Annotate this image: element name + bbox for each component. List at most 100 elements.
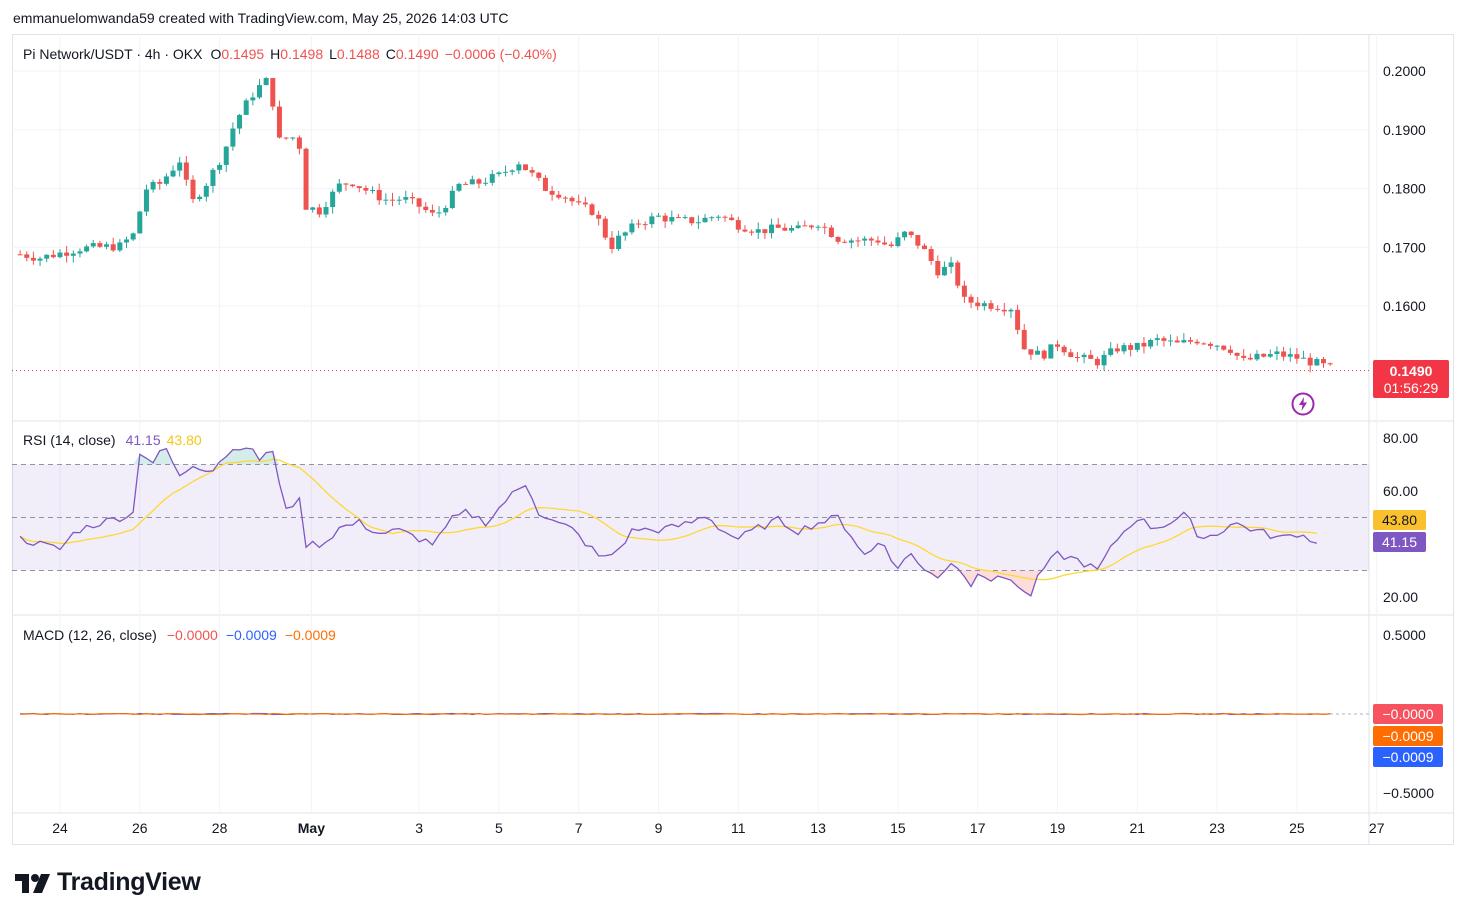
candle-body <box>642 224 648 226</box>
candle <box>130 232 136 242</box>
candle <box>669 210 675 225</box>
candle <box>463 181 469 185</box>
candle-body <box>695 222 701 224</box>
candle <box>1227 345 1233 356</box>
candle <box>1274 346 1280 361</box>
candle <box>729 214 735 221</box>
candle <box>469 175 475 185</box>
candle <box>124 236 129 248</box>
candle <box>682 214 688 220</box>
candle-body <box>1207 343 1213 346</box>
candle <box>589 202 595 216</box>
candle-body <box>955 262 961 286</box>
candle-body <box>1307 357 1313 366</box>
candle-body <box>596 214 602 219</box>
candle <box>104 241 110 250</box>
candle-body <box>1035 350 1041 355</box>
candle-body <box>137 211 143 234</box>
candle-body <box>217 164 223 170</box>
time-tick-label: 9 <box>655 820 663 836</box>
candle <box>1041 349 1047 361</box>
candle-body <box>935 260 941 276</box>
candle <box>769 218 775 239</box>
candle <box>1001 302 1007 316</box>
candle-body <box>556 194 562 198</box>
open-value: 0.1495 <box>221 46 265 62</box>
candle <box>1061 344 1067 356</box>
candle <box>64 245 70 263</box>
candle-body <box>257 85 262 98</box>
candle <box>895 232 901 248</box>
candle-body <box>855 240 861 242</box>
candle-body <box>44 254 50 259</box>
time-tick-label: 24 <box>52 820 68 836</box>
candle-body <box>177 162 183 171</box>
candle <box>343 182 349 191</box>
candle-body <box>576 201 582 203</box>
candle <box>695 215 701 229</box>
candle <box>57 249 63 259</box>
candle <box>363 185 369 195</box>
candle-body <box>1061 346 1067 353</box>
candle <box>370 186 376 194</box>
candle-body <box>702 217 708 223</box>
candle-body <box>1101 354 1107 366</box>
candle <box>237 114 243 135</box>
candle-body <box>888 244 894 247</box>
candle-body <box>237 114 243 129</box>
candle <box>935 255 941 279</box>
candle <box>689 216 695 226</box>
candle <box>882 236 888 246</box>
candle-body <box>463 183 469 185</box>
candle <box>782 223 788 232</box>
candle <box>915 235 921 249</box>
price-tick-label: 0.1800 <box>1383 181 1426 197</box>
candle <box>1314 357 1320 366</box>
macd-title[interactable]: MACD (12, 26, close) <box>23 627 157 643</box>
symbol-label[interactable]: Pi Network/USDT · 4h · OKX <box>23 46 203 62</box>
rsi-tick-label: 20.00 <box>1383 589 1418 605</box>
chart-frame[interactable] <box>12 34 1454 845</box>
candle-body <box>70 253 76 256</box>
candle-body <box>230 128 236 147</box>
chart-credit: emmanuelomwanda59 created with TradingVi… <box>13 10 509 26</box>
candle-body <box>948 262 954 267</box>
close-label: C <box>385 46 396 62</box>
candle <box>117 239 123 253</box>
rsi-title[interactable]: RSI (14, close) <box>23 432 116 448</box>
candle-body <box>283 137 289 139</box>
candle <box>483 177 489 186</box>
candle-body <box>656 215 661 217</box>
candle <box>988 300 994 312</box>
candle <box>1241 349 1247 361</box>
candle <box>1114 343 1120 354</box>
candle <box>1287 347 1293 362</box>
candle <box>582 196 588 208</box>
candle-body <box>310 207 316 210</box>
candle-body <box>981 303 987 307</box>
candle <box>383 193 389 206</box>
candle-body <box>589 204 595 215</box>
candle-body <box>602 218 608 238</box>
candle-body <box>330 191 336 208</box>
rsi-legend: RSI (14, close) 41.15 43.80 <box>23 432 202 448</box>
candle <box>503 165 509 177</box>
rsi-overbought-fill <box>20 448 1317 465</box>
candle <box>1028 349 1034 360</box>
candle-body <box>868 238 874 241</box>
candle <box>722 215 728 222</box>
candle <box>1214 344 1220 351</box>
macd-legend: MACD (12, 26, close) −0.0000 −0.0009 −0.000… <box>23 627 336 643</box>
last-price-tag: 0.1490 01:56:29 <box>1373 360 1449 398</box>
tradingview-logo[interactable]: TradingView <box>15 868 201 897</box>
candle <box>336 179 342 194</box>
candle <box>862 236 868 246</box>
candle <box>715 215 721 221</box>
rsi-value: 41.15 <box>125 432 161 448</box>
histogram-tag: −0.0009 <box>1373 747 1443 767</box>
lightning-icon[interactable] <box>1291 392 1315 416</box>
candle-body <box>1241 355 1247 358</box>
candle <box>230 122 236 151</box>
rsi-oversold-fill <box>20 570 1317 596</box>
